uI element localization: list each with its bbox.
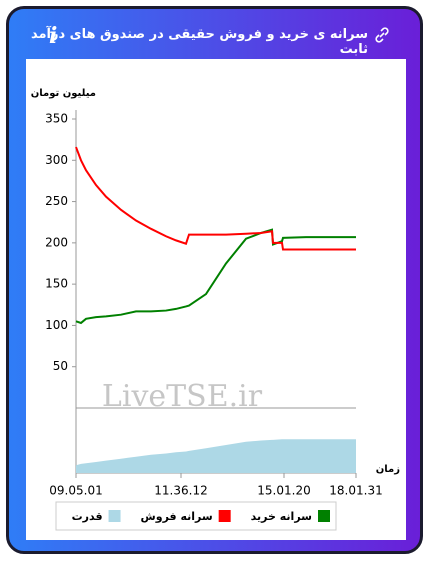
line xyxy=(75,146,356,251)
link-icon xyxy=(375,27,389,43)
y-tick-label: 200 xyxy=(45,235,68,249)
y-tick-label: 150 xyxy=(45,277,68,291)
x-axis-label: زمان xyxy=(376,464,400,475)
line xyxy=(75,228,356,325)
y-tick-label: 300 xyxy=(45,153,68,167)
y-tick-label: 250 xyxy=(45,194,68,208)
watermark: LiveTSE.ir xyxy=(102,379,263,414)
y-axis-label: میلیون تومان xyxy=(31,88,96,99)
legend-label: سرانه فروش xyxy=(141,510,213,523)
y-tick-label: 50 xyxy=(53,359,68,373)
info-icon[interactable]: i xyxy=(49,23,58,49)
area xyxy=(76,439,356,473)
x-tick-label: 15.01.20 xyxy=(257,484,310,498)
legend-swatch xyxy=(218,510,231,522)
y-tick-label: 100 xyxy=(45,318,68,332)
y-tick-label: 350 xyxy=(45,112,68,126)
legend-swatch xyxy=(318,510,330,522)
legend-label: قدرت xyxy=(72,510,103,523)
legend-box xyxy=(55,501,337,531)
header: i سرانه ی خرید و فروش حقیقی در صندوق های… xyxy=(9,9,420,61)
header-title: سرانه ی خرید و فروش حقیقی در صندوق های د… xyxy=(30,27,368,57)
x-tick-label: 18.01.31 xyxy=(329,484,382,498)
legend-swatch xyxy=(108,510,121,522)
x-tick-label: 09.05.01 xyxy=(49,484,102,498)
legend-label: سرانه خرید xyxy=(251,510,312,523)
x-tick-label: 11.36.12 xyxy=(154,484,207,498)
